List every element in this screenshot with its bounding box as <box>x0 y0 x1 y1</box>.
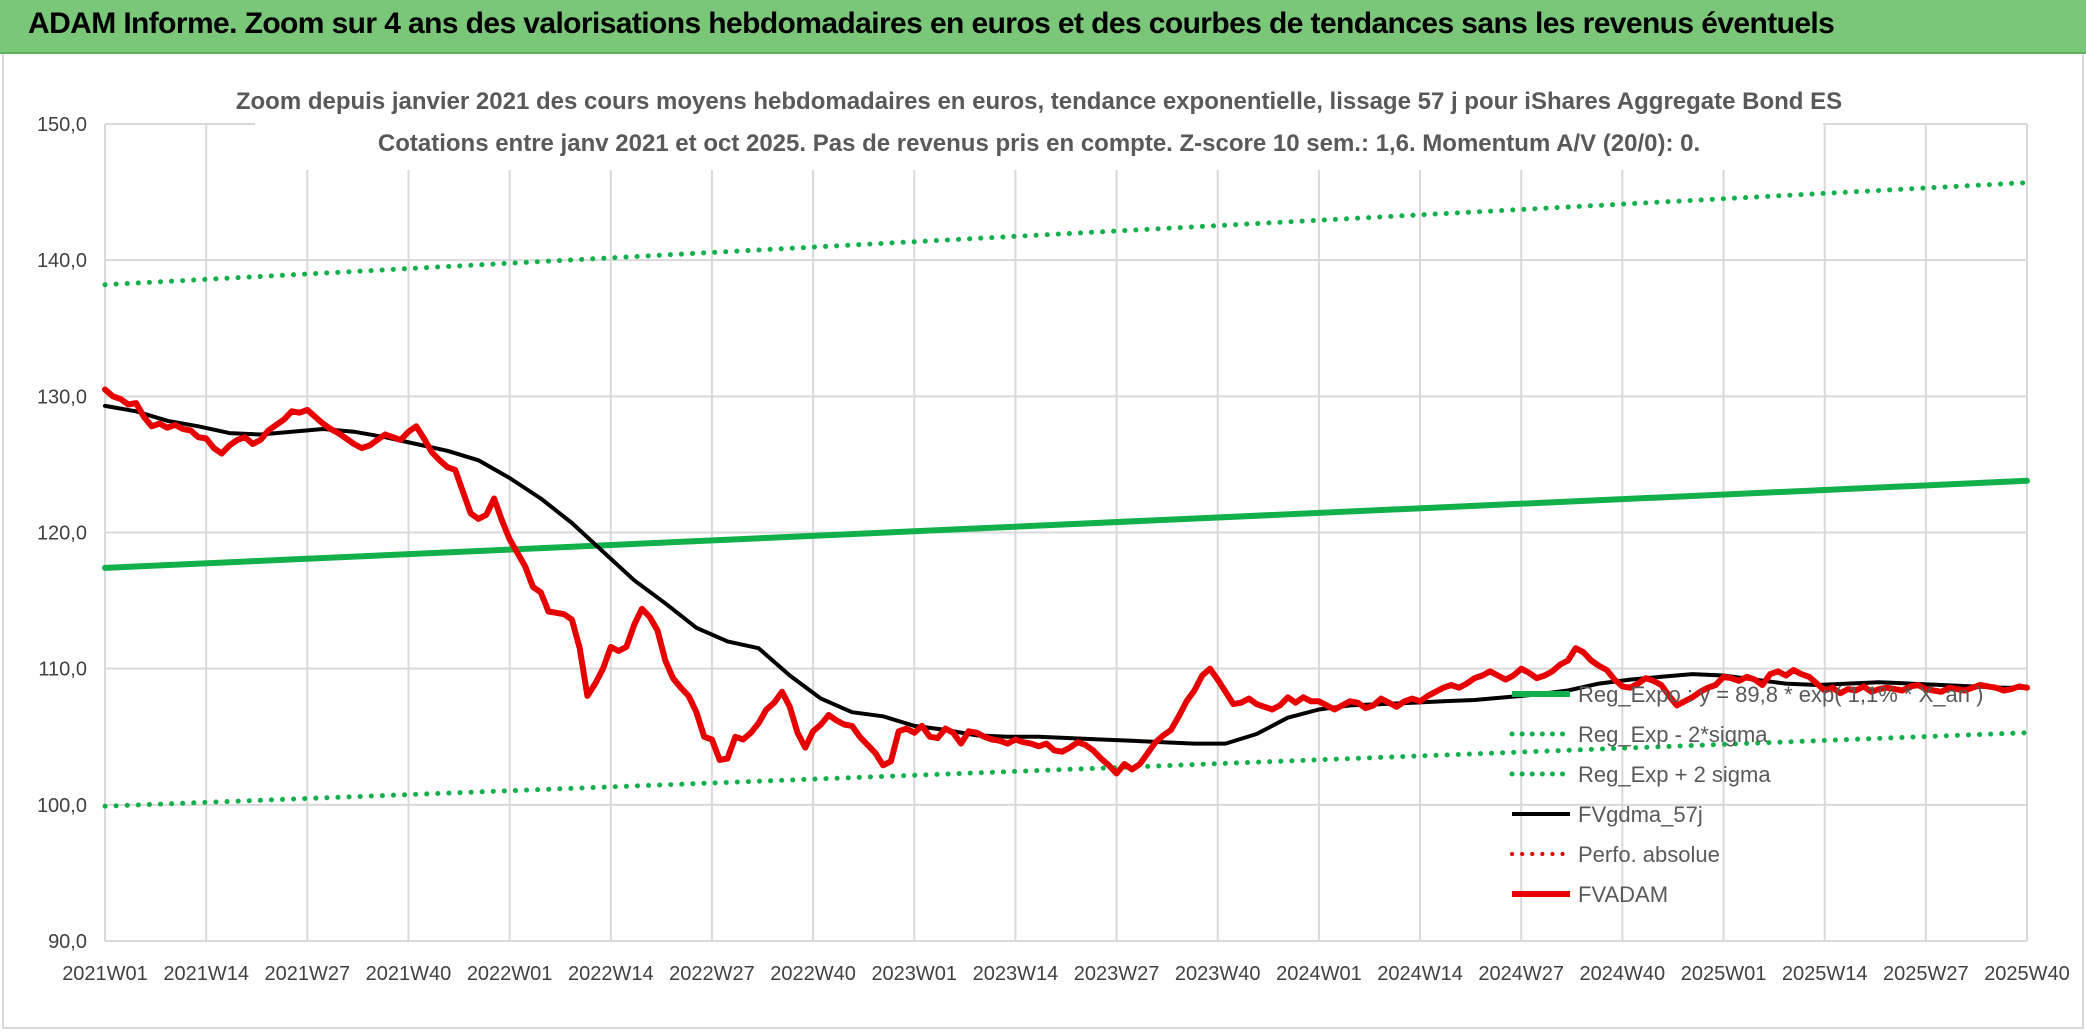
series-line-0 <box>102 477 2030 571</box>
grid-layer <box>104 123 2028 942</box>
y-tick-label: 110,0 <box>38 659 87 681</box>
axis-layer: 90,0 100,0 110,0 120,0 130,0 140,0 150,0 2021W0… <box>37 114 2070 985</box>
x-tick-label: 2025W14 <box>1782 963 1868 985</box>
series-line-5 <box>102 386 2030 777</box>
x-tick-label: 2023W27 <box>1074 963 1160 985</box>
x-tick-label: 2022W01 <box>467 963 553 985</box>
report-title: ADAM Informe. Zoom sur 4 ans des valoris… <box>28 7 1835 40</box>
x-tick-label: 2022W27 <box>669 963 755 985</box>
x-tick-label: 2022W40 <box>770 963 856 985</box>
y-tick-label: 100,0 <box>37 795 87 817</box>
y-tick-label: 140,0 <box>37 250 87 272</box>
x-tick-label: 2021W40 <box>366 963 452 985</box>
x-tick-label: 2024W27 <box>1478 963 1564 985</box>
x-tick-label: 2021W01 <box>62 963 148 985</box>
y-tick-label: 90,0 <box>48 931 87 953</box>
series-line-1 <box>102 730 2030 809</box>
x-tick-label: 2025W01 <box>1681 963 1767 985</box>
chart-subtitle: Cotations entre janv 2021 et oct 2025. P… <box>378 130 1700 157</box>
legend-label: Perfo. absolue <box>1578 842 1720 867</box>
chart-title: Zoom depuis janvier 2021 des cours moyen… <box>236 88 1842 115</box>
x-tick-label: 2023W14 <box>973 963 1059 985</box>
x-tick-label: 2023W01 <box>871 963 957 985</box>
legend-label: FVADAM <box>1578 882 1668 907</box>
y-tick-label: 150,0 <box>37 114 87 136</box>
series-layer <box>102 180 2030 809</box>
chart-frame <box>2 54 2084 1029</box>
report-banner: ADAM Informe. Zoom sur 4 ans des valoris… <box>0 0 2086 54</box>
x-tick-label: 2025W27 <box>1883 963 1969 985</box>
x-tick-label: 2024W01 <box>1276 963 1362 985</box>
legend-label: Reg_Exp - 2*sigma <box>1578 722 1768 747</box>
chart-title-background <box>255 78 1823 170</box>
y-tick-label: 130,0 <box>37 386 87 408</box>
legend-label: FVgdma_57j <box>1578 802 1703 827</box>
x-tick-label: 2021W14 <box>163 963 249 985</box>
series-line-2 <box>102 180 2030 288</box>
x-tick-label: 2025W40 <box>1984 963 2070 985</box>
x-tick-label: 2023W40 <box>1175 963 1261 985</box>
x-tick-label: 2022W14 <box>568 963 654 985</box>
legend-label: Reg_Expo : y = 89,8 * exp( 1,1% * X_an ) <box>1578 682 1983 707</box>
x-tick-label: 2021W27 <box>265 963 351 985</box>
legend-label: Reg_Exp + 2 sigma <box>1578 762 1771 787</box>
chart-legend: Reg_Expo : y = 89,8 * exp( 1,1% * X_an )… <box>1509 682 1983 907</box>
y-tick-label: 120,0 <box>37 523 87 545</box>
x-tick-label: 2024W14 <box>1377 963 1463 985</box>
x-tick-label: 2024W40 <box>1580 963 1666 985</box>
